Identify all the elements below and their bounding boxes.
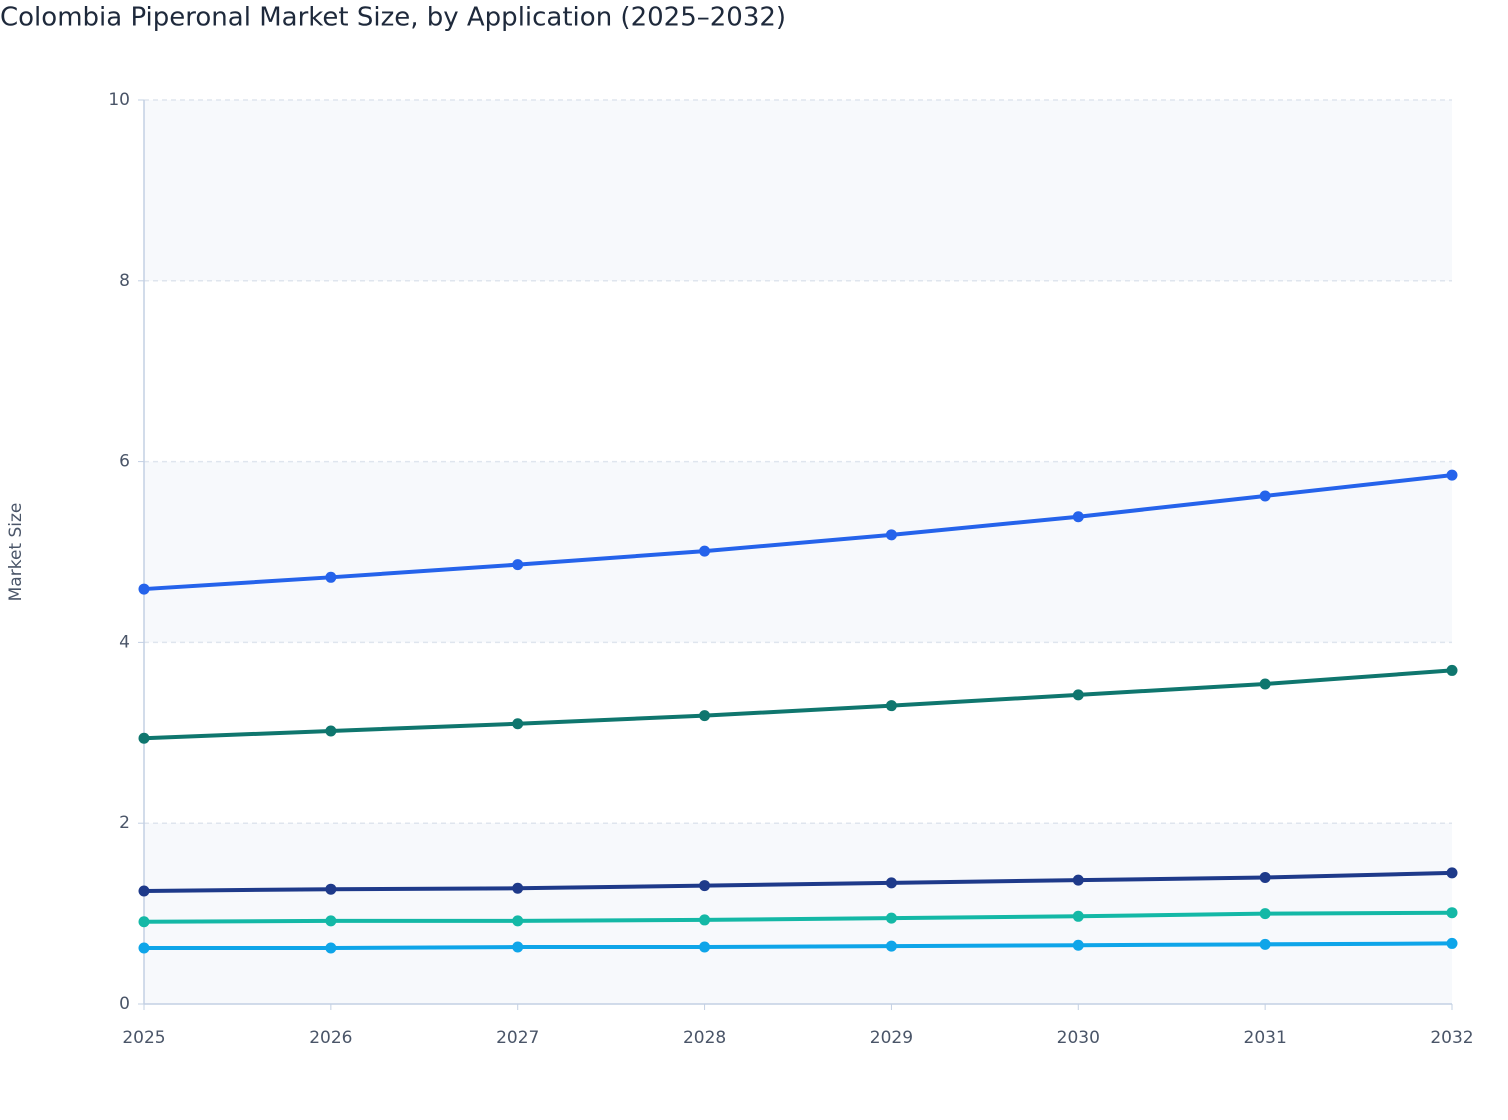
data-point	[512, 915, 524, 927]
data-point	[699, 941, 711, 953]
y-tick-label: 0	[119, 994, 130, 1014]
data-point	[138, 583, 150, 595]
y-tick-label: 8	[119, 271, 130, 291]
series-line	[142, 473, 1454, 592]
data-point	[885, 912, 897, 924]
y-tick-label: 2	[119, 813, 130, 833]
data-point	[1072, 511, 1084, 523]
data-point	[325, 883, 337, 895]
y-tick-label: 4	[119, 632, 130, 652]
data-point	[1072, 874, 1084, 886]
data-point	[1072, 910, 1084, 922]
x-tick-label: 2029	[870, 1028, 913, 1048]
series-line	[142, 668, 1454, 741]
data-point	[1446, 937, 1458, 949]
data-point	[138, 942, 150, 954]
data-point	[1259, 908, 1271, 920]
x-tick-label: 2028	[683, 1028, 726, 1048]
chart-title: Colombia Piperonal Market Size, by Appli…	[0, 3, 786, 33]
data-point	[699, 914, 711, 926]
x-tick-label: 2027	[496, 1028, 539, 1048]
data-point	[885, 940, 897, 952]
data-point	[325, 725, 337, 737]
data-point	[1259, 678, 1271, 690]
data-point	[512, 718, 524, 730]
y-tick-label: 10	[108, 90, 130, 110]
x-tick-label: 2025	[122, 1028, 165, 1048]
data-point	[699, 545, 711, 557]
data-point	[1072, 939, 1084, 951]
y-axis-label: Market Size	[6, 503, 26, 602]
data-point	[1446, 867, 1458, 879]
series-line	[142, 870, 1454, 893]
data-point	[512, 559, 524, 571]
data-point	[138, 916, 150, 928]
data-point	[699, 880, 711, 892]
data-point	[512, 882, 524, 894]
plot-band	[144, 461, 1452, 643]
data-point	[1259, 490, 1271, 502]
data-point	[885, 529, 897, 541]
x-tick-label: 2032	[1430, 1028, 1473, 1048]
data-point	[325, 915, 337, 927]
data-point	[1446, 664, 1458, 676]
data-point	[699, 710, 711, 722]
y-tick-label: 6	[119, 452, 130, 472]
series-line	[142, 941, 1454, 950]
data-point	[1446, 907, 1458, 919]
x-tick-label: 2031	[1244, 1028, 1287, 1048]
data-point	[885, 877, 897, 889]
data-point	[1072, 689, 1084, 701]
x-tick-label: 2026	[309, 1028, 352, 1048]
series-line	[142, 910, 1454, 924]
data-point	[1446, 469, 1458, 481]
data-point	[325, 571, 337, 583]
plot-band	[144, 100, 1452, 281]
data-point	[1259, 938, 1271, 950]
data-point	[512, 941, 524, 953]
data-point	[325, 942, 337, 954]
data-point	[885, 700, 897, 712]
data-point	[138, 732, 150, 744]
data-point	[138, 885, 150, 897]
x-tick-label: 2030	[1057, 1028, 1100, 1048]
data-point	[1259, 871, 1271, 883]
